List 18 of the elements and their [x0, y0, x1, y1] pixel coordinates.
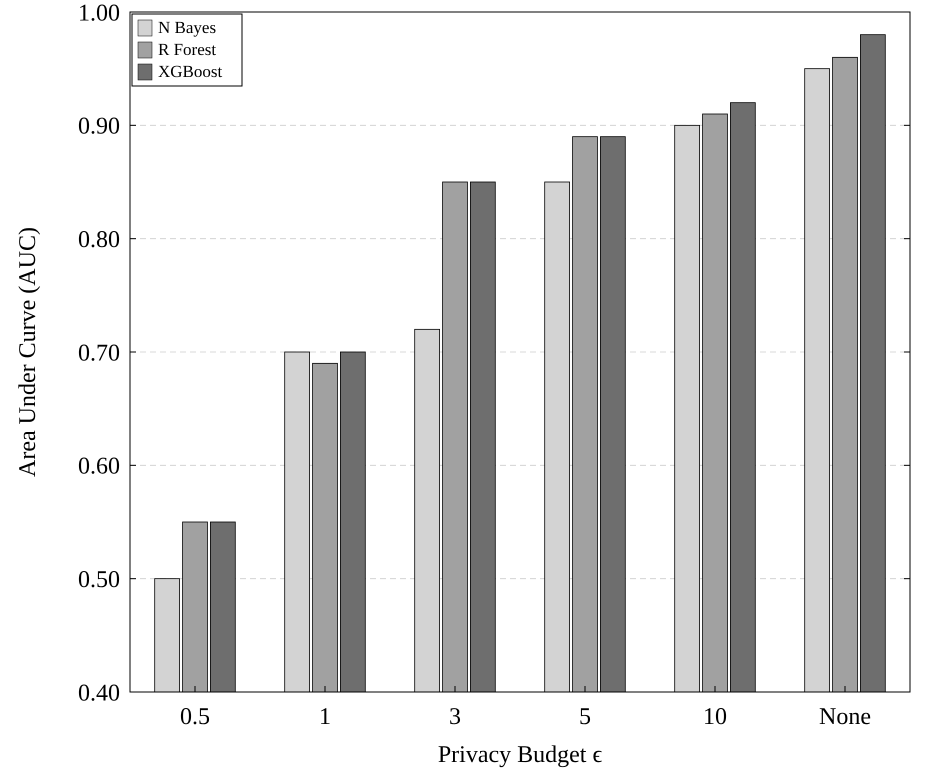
x-tick-label: 1 — [319, 704, 331, 730]
x-tick-label: 10 — [703, 704, 727, 730]
legend-label: R Forest — [158, 40, 216, 59]
x-tick-label: None — [819, 704, 871, 730]
x-tick-label: 5 — [579, 704, 591, 730]
y-tick-label: 0.90 — [78, 114, 120, 140]
y-tick-label: 1.00 — [78, 0, 120, 26]
x-axis-title: Privacy Budget ϵ — [438, 742, 602, 768]
y-tick-label: 0.80 — [78, 227, 120, 254]
x-tick-label: 0.5 — [180, 704, 210, 730]
y-tick-label: 0.70 — [78, 340, 120, 366]
y-tick-label: 0.40 — [78, 680, 120, 706]
y-tick-label: 0.60 — [78, 454, 120, 480]
legend-label: XGBoost — [158, 62, 223, 81]
y-tick-label: 0.50 — [78, 567, 120, 594]
legend-label: N Bayes — [158, 18, 216, 37]
x-tick-label: 3 — [449, 704, 461, 730]
y-axis-title: Area Under Curve (AUC) — [15, 227, 41, 477]
